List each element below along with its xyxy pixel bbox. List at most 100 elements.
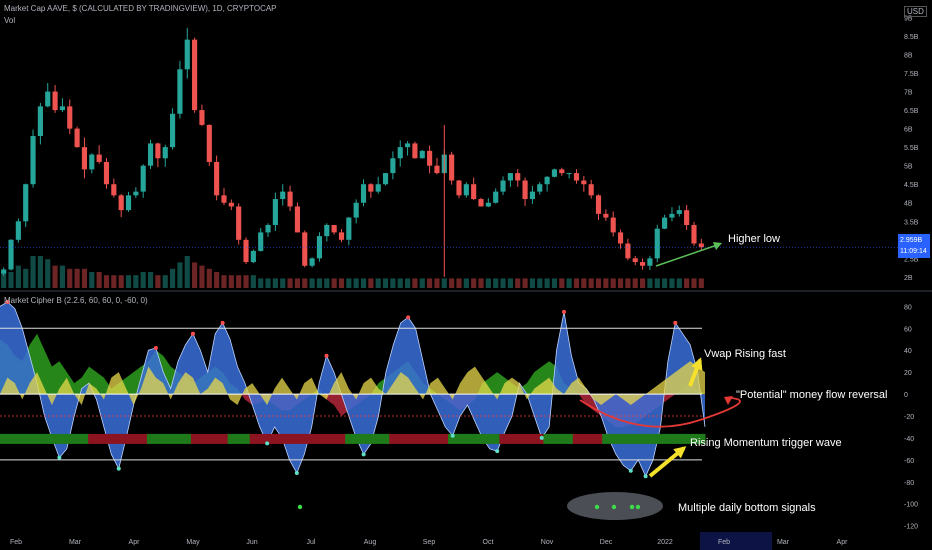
volume-bar [272,278,278,288]
volume-bar [691,278,697,288]
candle-body [405,143,411,148]
trigger-bar-segment [594,433,603,444]
candle-body [669,213,675,218]
currency-badge[interactable]: USD [904,6,927,17]
volume-bar [243,275,249,288]
trigger-bar-segment [279,433,287,444]
trigger-bar-segment [447,433,456,444]
trigger-bar-segment [257,433,265,444]
vwap-arrow-head [691,357,703,371]
volume-bar [551,278,558,288]
candle-body [662,217,668,229]
candle-body [353,202,359,218]
volume-bar [640,278,646,288]
candle-body [485,202,491,207]
trigger-bar-segment [381,433,390,444]
x-tick-label: Aug [364,539,377,546]
trigger-bar-segment [36,433,45,444]
volume-bar [588,278,594,288]
candle-body [331,224,337,233]
candle-body [52,91,58,111]
trigger-bar-segment [139,433,148,444]
trigger-bar-segment [212,433,221,444]
vol-label: Vol [4,16,16,25]
price-tick-label: 7B [904,90,913,97]
trigger-bar-segment [455,433,464,444]
candle-body [544,176,550,185]
osc-tick-label: -100 [904,502,918,509]
sell-dot [562,309,566,314]
trigger-bar-segment [345,433,353,444]
trigger-bar-segment [484,433,493,444]
indicator-title: Market Cipher B (2.2.6, 60, 60, 0, -60, … [4,296,148,305]
future-highlight [700,532,772,550]
osc-tick-label: -120 [904,524,918,531]
buy-dot [361,452,366,457]
x-tick-label: Apr [837,539,849,546]
candle-body [96,154,102,162]
volume-bar [500,278,506,288]
trigger-bar-segment [374,433,383,444]
candle-body [566,173,572,175]
x-tick-label: Dec [600,539,613,546]
candle-body [647,258,653,266]
trigger-bar-segment [675,433,684,444]
trigger-bar-segment [367,433,376,444]
x-tick-label: Mar [69,539,82,546]
candle-body [280,191,286,200]
sell-dot [406,315,411,320]
volume-bar [96,272,102,288]
trigger-bar-segment [242,433,251,444]
trigger-bar-segment [205,433,214,444]
volume-bar [258,278,264,288]
volume-bar [456,278,462,288]
trigger-bar-segment [235,433,243,444]
volume-bar [221,275,227,288]
volume-bar [654,278,660,288]
trigger-bar-segment [95,433,104,444]
candle-body [324,224,330,237]
candle-body [74,128,80,148]
trigger-bar-segment [631,433,640,444]
trigger-bar-segment [690,433,699,444]
candle-body [507,173,513,181]
trigger-bar-segment [565,433,574,444]
trigger-bar-segment [227,433,236,444]
volume-bar [147,272,154,288]
last-price-countdown: 11:09:14 [900,248,927,255]
trigger-bar-segment [558,433,566,444]
trigger-bar-segment [580,433,588,444]
candle-body [581,180,587,185]
trigger-bar-segment [249,433,258,444]
price-tick-label: 9B [904,15,913,22]
trigger-bar-segment [389,433,398,444]
osc-tick-label: 80 [904,304,912,311]
volume-bar [441,278,447,288]
trigger-bar-segment [602,433,611,444]
volume-bar [111,275,117,288]
money-flow-curve [579,397,741,428]
candle-body [177,69,183,114]
bottom-signal-dot [611,504,617,510]
volume-bar [338,278,345,288]
last-price-badge: 2.959B 11:09:14 [898,234,930,258]
candle-body [698,243,704,248]
candle-body [427,150,433,166]
volume-bar [617,278,624,288]
trigger-bar-segment [433,433,442,444]
candle-body [478,199,484,207]
higher-low-arrow [655,243,721,267]
volume-bar [74,268,80,288]
volume-bar [449,278,455,288]
x-tick-label: Sep [423,539,436,546]
trigger-bar-segment [403,433,412,444]
volume-bar [647,278,653,288]
trigger-bar-segment [124,433,133,444]
volume-bar [662,278,668,288]
candle-body [632,258,638,263]
price-candles [0,27,900,277]
volume-bar [390,278,396,288]
x-tick-label: Oct [483,539,494,546]
candle-body [346,217,352,240]
